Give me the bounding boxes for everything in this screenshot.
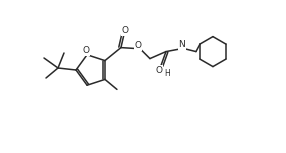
Text: N: N (178, 40, 185, 49)
Text: O: O (83, 46, 90, 55)
Text: H: H (164, 69, 170, 78)
Text: O: O (122, 26, 128, 35)
Text: O: O (156, 66, 162, 75)
Text: O: O (134, 41, 142, 50)
